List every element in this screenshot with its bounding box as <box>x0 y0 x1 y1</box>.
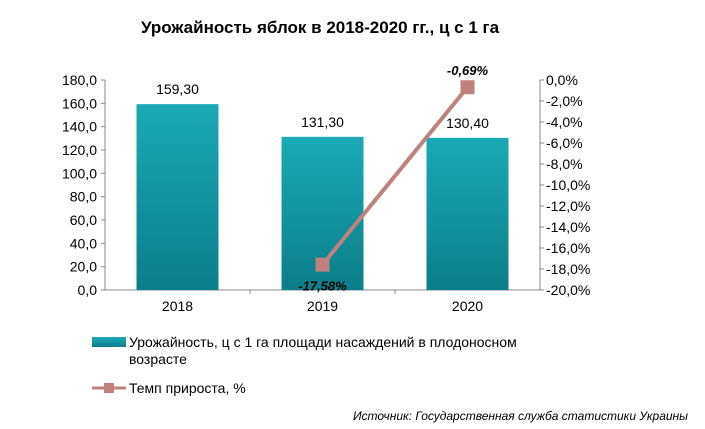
x-axis-ticks: 2018 2019 2020 <box>162 290 483 314</box>
left-tick-label: 20,0 <box>70 259 97 275</box>
legend-line-marker <box>104 383 114 393</box>
left-tick-label: 120,0 <box>62 142 97 158</box>
legend-line-label: Темп прироста, % <box>129 380 246 396</box>
growth-point-2020 <box>460 80 475 95</box>
right-tick-label: -6,0% <box>546 135 583 151</box>
left-tick-label: 140,0 <box>62 119 97 135</box>
x-tick-label: 2020 <box>452 298 483 314</box>
growth-point-2019 <box>315 257 330 272</box>
right-tick-label: -20,0% <box>546 282 590 298</box>
legend-bar-label-line1: Урожайность, ц с 1 га площади насаждений… <box>129 334 517 350</box>
right-tick-label: -16,0% <box>546 240 590 256</box>
bar-value-label: 131,30 <box>301 114 344 130</box>
left-tick-label: 60,0 <box>70 212 97 228</box>
source-note: Источник: Государственная служба статист… <box>353 409 688 423</box>
right-axis-ticks: -20,0% -18,0% -16,0% -14,0% -12,0% -10,0% -8,0… <box>540 72 590 298</box>
left-tick-label: 100,0 <box>62 165 97 181</box>
left-tick-label: 80,0 <box>70 189 97 205</box>
x-tick-label: 2019 <box>307 298 338 314</box>
left-axis-ticks: 0,0 20,0 40,0 60,0 80,0 100,0 120,0 140,0 160,0 1… <box>62 72 105 298</box>
right-tick-label: -8,0% <box>546 156 583 172</box>
left-tick-label: 180,0 <box>62 72 97 88</box>
right-tick-label: -14,0% <box>546 219 590 235</box>
bar-2018 <box>136 104 219 291</box>
right-tick-label: -4,0% <box>546 114 583 130</box>
growth-line <box>320 85 470 266</box>
growth-value-label: -0,69% <box>447 63 489 78</box>
right-tick-label: -2,0% <box>546 93 583 109</box>
left-tick-label: 0,0 <box>78 282 98 298</box>
right-tick-label: 0,0% <box>546 72 578 88</box>
right-tick-label: -10,0% <box>546 177 590 193</box>
bar-value-label: 130,40 <box>446 115 489 131</box>
left-tick-label: 160,0 <box>62 95 97 111</box>
legend-bar-label-line2: возрасте <box>129 351 187 367</box>
line-series: -17,58% -0,69% <box>298 63 488 293</box>
growth-value-label: -17,58% <box>298 279 347 294</box>
right-tick-label: -18,0% <box>546 261 590 277</box>
x-tick-label: 2018 <box>162 298 193 314</box>
left-tick-label: 40,0 <box>70 235 97 251</box>
legend: Урожайность, ц с 1 га площади насаждений… <box>92 334 517 396</box>
legend-bar-swatch <box>92 337 126 347</box>
chart-title: Урожайность яблок в 2018-2020 гг., ц с 1… <box>141 18 500 37</box>
bar-2020 <box>426 137 509 290</box>
right-tick-label: -12,0% <box>546 198 590 214</box>
bar-value-label: 159,30 <box>156 81 199 97</box>
